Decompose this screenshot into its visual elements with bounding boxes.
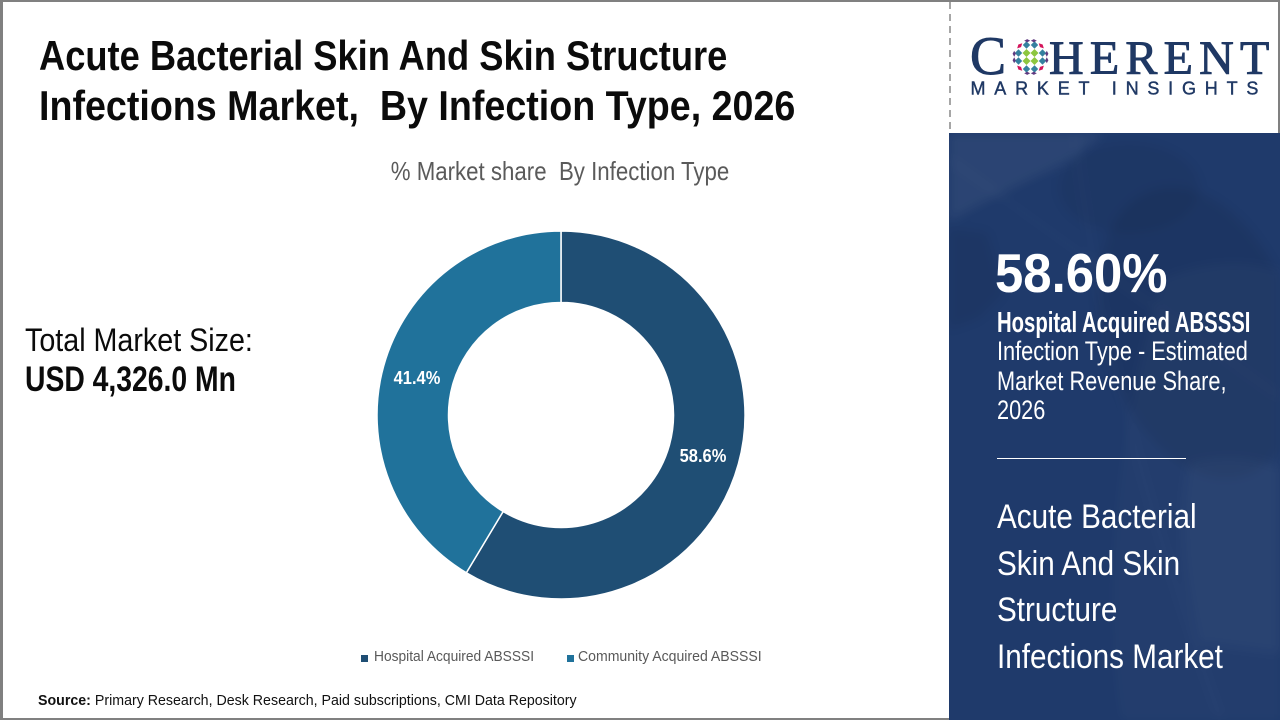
svg-text:MARKET INSIGHTS: MARKET INSIGHTS xyxy=(971,79,1268,99)
svg-text:HERENT: HERENT xyxy=(1049,32,1270,85)
svg-text:C: C xyxy=(970,26,1006,86)
